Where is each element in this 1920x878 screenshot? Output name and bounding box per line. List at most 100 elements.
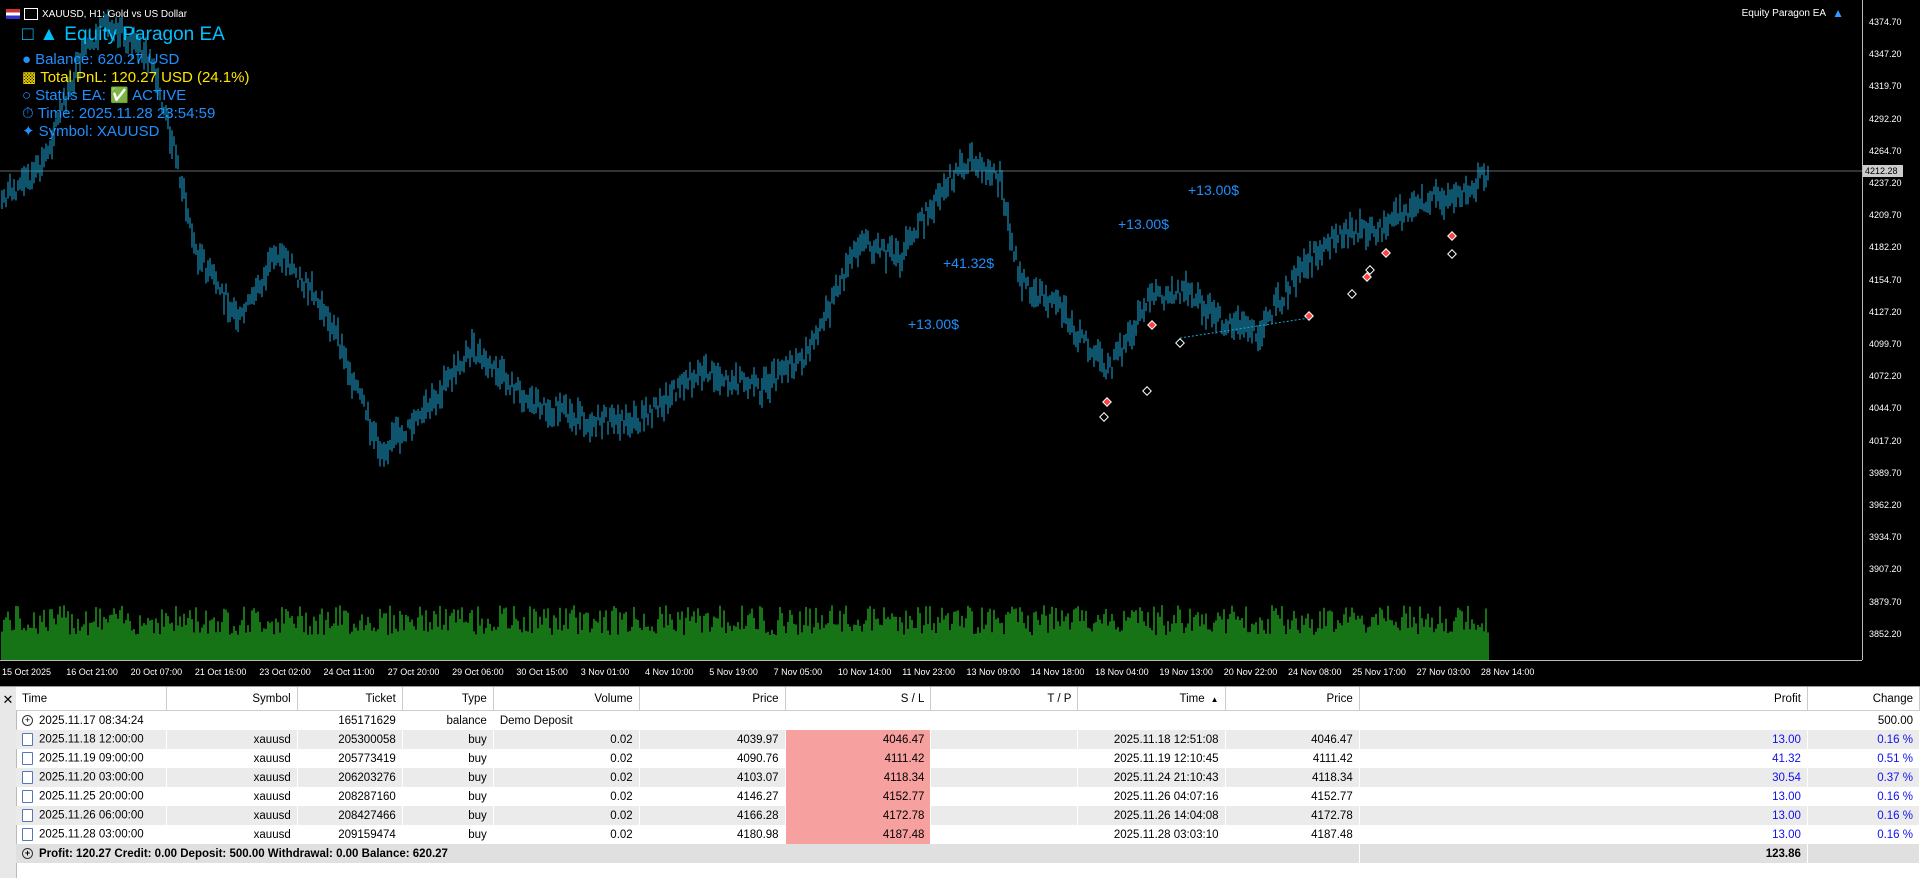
trade-close-price: 4118.34: [1225, 768, 1360, 787]
buy-marker[interactable]: [1304, 311, 1314, 321]
symbol-row: ✦ Symbol: XAUUSD: [22, 122, 249, 141]
trade-close-time: 2025.11.24 21:10:43: [1077, 768, 1226, 787]
column-header-sl[interactable]: S / L: [785, 687, 932, 711]
time-tick-label: 20 Oct 07:00: [130, 667, 183, 677]
column-header-close-price[interactable]: Price: [1225, 687, 1360, 711]
close-marker[interactable]: [1099, 412, 1109, 422]
trade-time: 2025.11.26 06:00:00: [39, 809, 144, 822]
clock-icon: ⏱: [22, 104, 34, 122]
price-tick-label: 4017.20: [1869, 435, 1902, 446]
trade-change: 0.16 %: [1807, 730, 1920, 749]
price-tick-label: 3962.20: [1869, 500, 1902, 510]
trade-price: 4166.28: [639, 806, 786, 825]
ea-name: Equity Paragon EA: [1741, 7, 1827, 19]
trade-close-time: 2025.11.19 12:10:45: [1113, 752, 1219, 765]
close-marker[interactable]: [1347, 289, 1357, 299]
column-header-volume[interactable]: Volume: [493, 687, 640, 711]
column-header-time[interactable]: Time: [16, 687, 168, 711]
buy-marker[interactable]: [1362, 272, 1372, 282]
document-icon: [22, 752, 33, 765]
price-axis[interactable]: 4212.28 4374.70 4347.20 4319.70 4292.20 4264…: [1862, 0, 1920, 660]
time-row: ⏱ Time: 2025.11.28 23:54:59: [22, 104, 249, 122]
column-header-profit[interactable]: Profit: [1359, 687, 1808, 711]
current-price-tag: 4212.28: [1863, 165, 1903, 177]
trade-price: 4039.97: [639, 730, 786, 749]
close-marker[interactable]: [1447, 249, 1457, 259]
trade-profit: 41.32: [1772, 752, 1801, 765]
close-marker[interactable]: [1175, 338, 1185, 348]
trade-sl: 4172.78: [785, 806, 931, 825]
time-tick-label: 23 Oct 02:00: [259, 667, 311, 677]
buy-marker[interactable]: [1102, 397, 1112, 407]
buy-marker[interactable]: [1381, 248, 1391, 258]
trade-symbol: xauusd: [166, 806, 298, 825]
trade-type: buy: [468, 828, 487, 841]
column-header-change[interactable]: Change: [1807, 687, 1920, 711]
table-row[interactable]: 2025.11.28 03:00:00 xauusd 209159474 buy 0.0…: [16, 825, 1920, 844]
trade-close-price: 4172.78: [1225, 806, 1360, 825]
deposit-amount: 500.00: [1877, 714, 1913, 727]
deposit-row[interactable]: +2025.11.17 08:34:24 165171629 balance D…: [16, 711, 1920, 731]
chart-type-icon: [24, 8, 38, 20]
trade-tp: [930, 768, 1078, 787]
column-header-close-time[interactable]: Time ▲: [1077, 687, 1226, 711]
time-text: Time: 2025.11.28 23:54:59: [37, 104, 216, 122]
table-row[interactable]: 2025.11.25 20:00:00 xauusd 208287160 buy 0.0…: [16, 787, 1920, 806]
time-tick-label: 24 Oct 11:00: [323, 667, 375, 677]
close-marker[interactable]: [1142, 386, 1152, 396]
trade-type: buy: [402, 806, 494, 825]
trade-price: 4103.07: [639, 768, 786, 787]
summary-profit: 123.86: [1359, 844, 1808, 863]
close-icon[interactable]: ✕: [2, 692, 14, 707]
balance-text: Balance: 620.27 USD: [35, 50, 180, 68]
close-marker[interactable]: [1365, 265, 1375, 275]
price-chart[interactable]: XAUUSD, H1: Gold vs US Dollar Equity Par…: [0, 0, 1920, 684]
trade-time-cell: 2025.11.20 03:00:00: [16, 768, 167, 787]
trade-tp: [931, 787, 1078, 806]
column-header-tp[interactable]: T / P: [930, 687, 1079, 711]
price-tick-label: 3879.70: [1869, 596, 1902, 607]
time-tick-label: 7 Nov 05:00: [773, 667, 823, 677]
time-tick-label: 5 Nov 19:00: [709, 667, 758, 677]
price-tick-label: 3989.70: [1869, 467, 1902, 478]
buy-marker[interactable]: [1447, 231, 1457, 241]
time-tick-label: 15 Oct 2025: [2, 667, 52, 677]
trade-close-time: 2025.11.18 12:51:08: [1077, 730, 1226, 749]
column-header-ticket[interactable]: Ticket: [297, 687, 403, 711]
trade-change: 0.16 %: [1877, 790, 1913, 803]
trade-profit: 13.00: [1359, 806, 1808, 825]
trade-time: 2025.11.28 03:00:00: [39, 828, 144, 841]
trade-symbol: xauusd: [166, 768, 298, 787]
table-row[interactable]: 2025.11.19 09:00:00 xauusd 205773419 buy 0.0…: [16, 749, 1920, 768]
summary-plus-icon: +: [22, 847, 33, 859]
flag-icon: [6, 9, 20, 19]
time-tick-label: 29 Oct 06:00: [452, 667, 504, 677]
table-row[interactable]: 2025.11.20 03:00:00 xauusd 206203276 buy 0.0…: [16, 768, 1920, 787]
trade-time: 2025.11.20 03:00:00: [39, 771, 144, 784]
toolbox-history-panel[interactable]: ✕ Time Symbol Ticket Type Volume Price S…: [0, 686, 1920, 878]
column-header-type[interactable]: Type: [402, 687, 494, 711]
buy-marker[interactable]: [1147, 320, 1157, 330]
table-row[interactable]: 2025.11.26 06:00:00 xauusd 208427466 buy 0.0…: [16, 806, 1920, 825]
column-header-price[interactable]: Price: [639, 687, 786, 711]
table-row[interactable]: 2025.11.18 12:00:00 xauusd 205300058 buy 0.0…: [16, 730, 1920, 749]
trade-volume: 0.02: [610, 752, 633, 765]
price-tick-label: 3907.20: [1869, 564, 1902, 575]
trade-volume: 0.02: [493, 768, 640, 787]
trade-close-price: 4187.48: [1311, 828, 1353, 841]
document-icon: [22, 733, 33, 746]
balance-row: ● Balance: 620.27 USD: [22, 50, 249, 68]
column-header-symbol[interactable]: Symbol: [166, 687, 298, 711]
symbol-text: Symbol: XAUUSD: [38, 122, 160, 140]
time-tick-label: 24 Nov 08:00: [1288, 667, 1342, 677]
trade-time-cell: 2025.11.18 12:00:00: [16, 730, 167, 749]
ea-label[interactable]: Equity Paragon EA ▲: [1742, 6, 1844, 20]
price-tick-label: 4237.20: [1869, 178, 1902, 188]
trade-volume: 0.02: [493, 806, 640, 825]
chart-up-icon: ▲: [39, 24, 59, 45]
balance-plus-icon: +: [22, 714, 33, 726]
chart-canvas[interactable]: [0, 0, 1862, 660]
time-axis[interactable]: 15 Oct 2025 16 Oct 21:00 20 Oct 07:00 21 Oc…: [0, 660, 1862, 684]
trade-profit-label: +41.32$: [943, 255, 994, 271]
trade-sl: 4152.77: [785, 787, 931, 806]
